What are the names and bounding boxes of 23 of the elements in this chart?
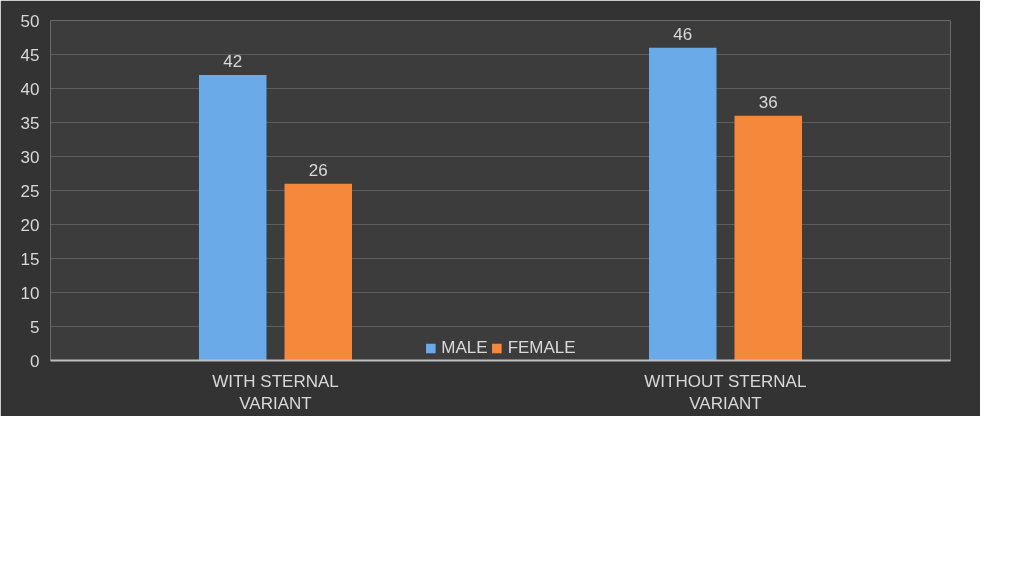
y-tick-label: 45 [20,45,40,65]
y-tick-label: 40 [20,79,40,99]
bar [649,47,717,361]
data-label: 42 [223,51,243,71]
y-tick-label: 25 [20,181,40,201]
data-label: 36 [758,92,778,112]
y-tick-label: 30 [20,147,40,167]
x-tick-label: WITHOUT STERNAL VARIANT [644,371,807,414]
bar [284,183,352,361]
y-tick-label: 15 [20,249,40,269]
y-tick-label: 0 [30,351,40,371]
legend-label: MALE [441,338,488,358]
y-tick-label: 5 [30,317,40,337]
bar [199,74,267,361]
y-tick-label: 10 [20,283,40,303]
bar [734,115,802,361]
y-tick-label: 50 [20,11,40,31]
x-tick-label: WITH STERNAL VARIANT [212,371,339,414]
y-tick-label: 35 [20,113,40,133]
y-tick-label: 20 [20,215,40,235]
legend-label: FEMALE [507,338,576,358]
data-label: 46 [673,24,693,44]
data-label: 26 [308,160,328,180]
